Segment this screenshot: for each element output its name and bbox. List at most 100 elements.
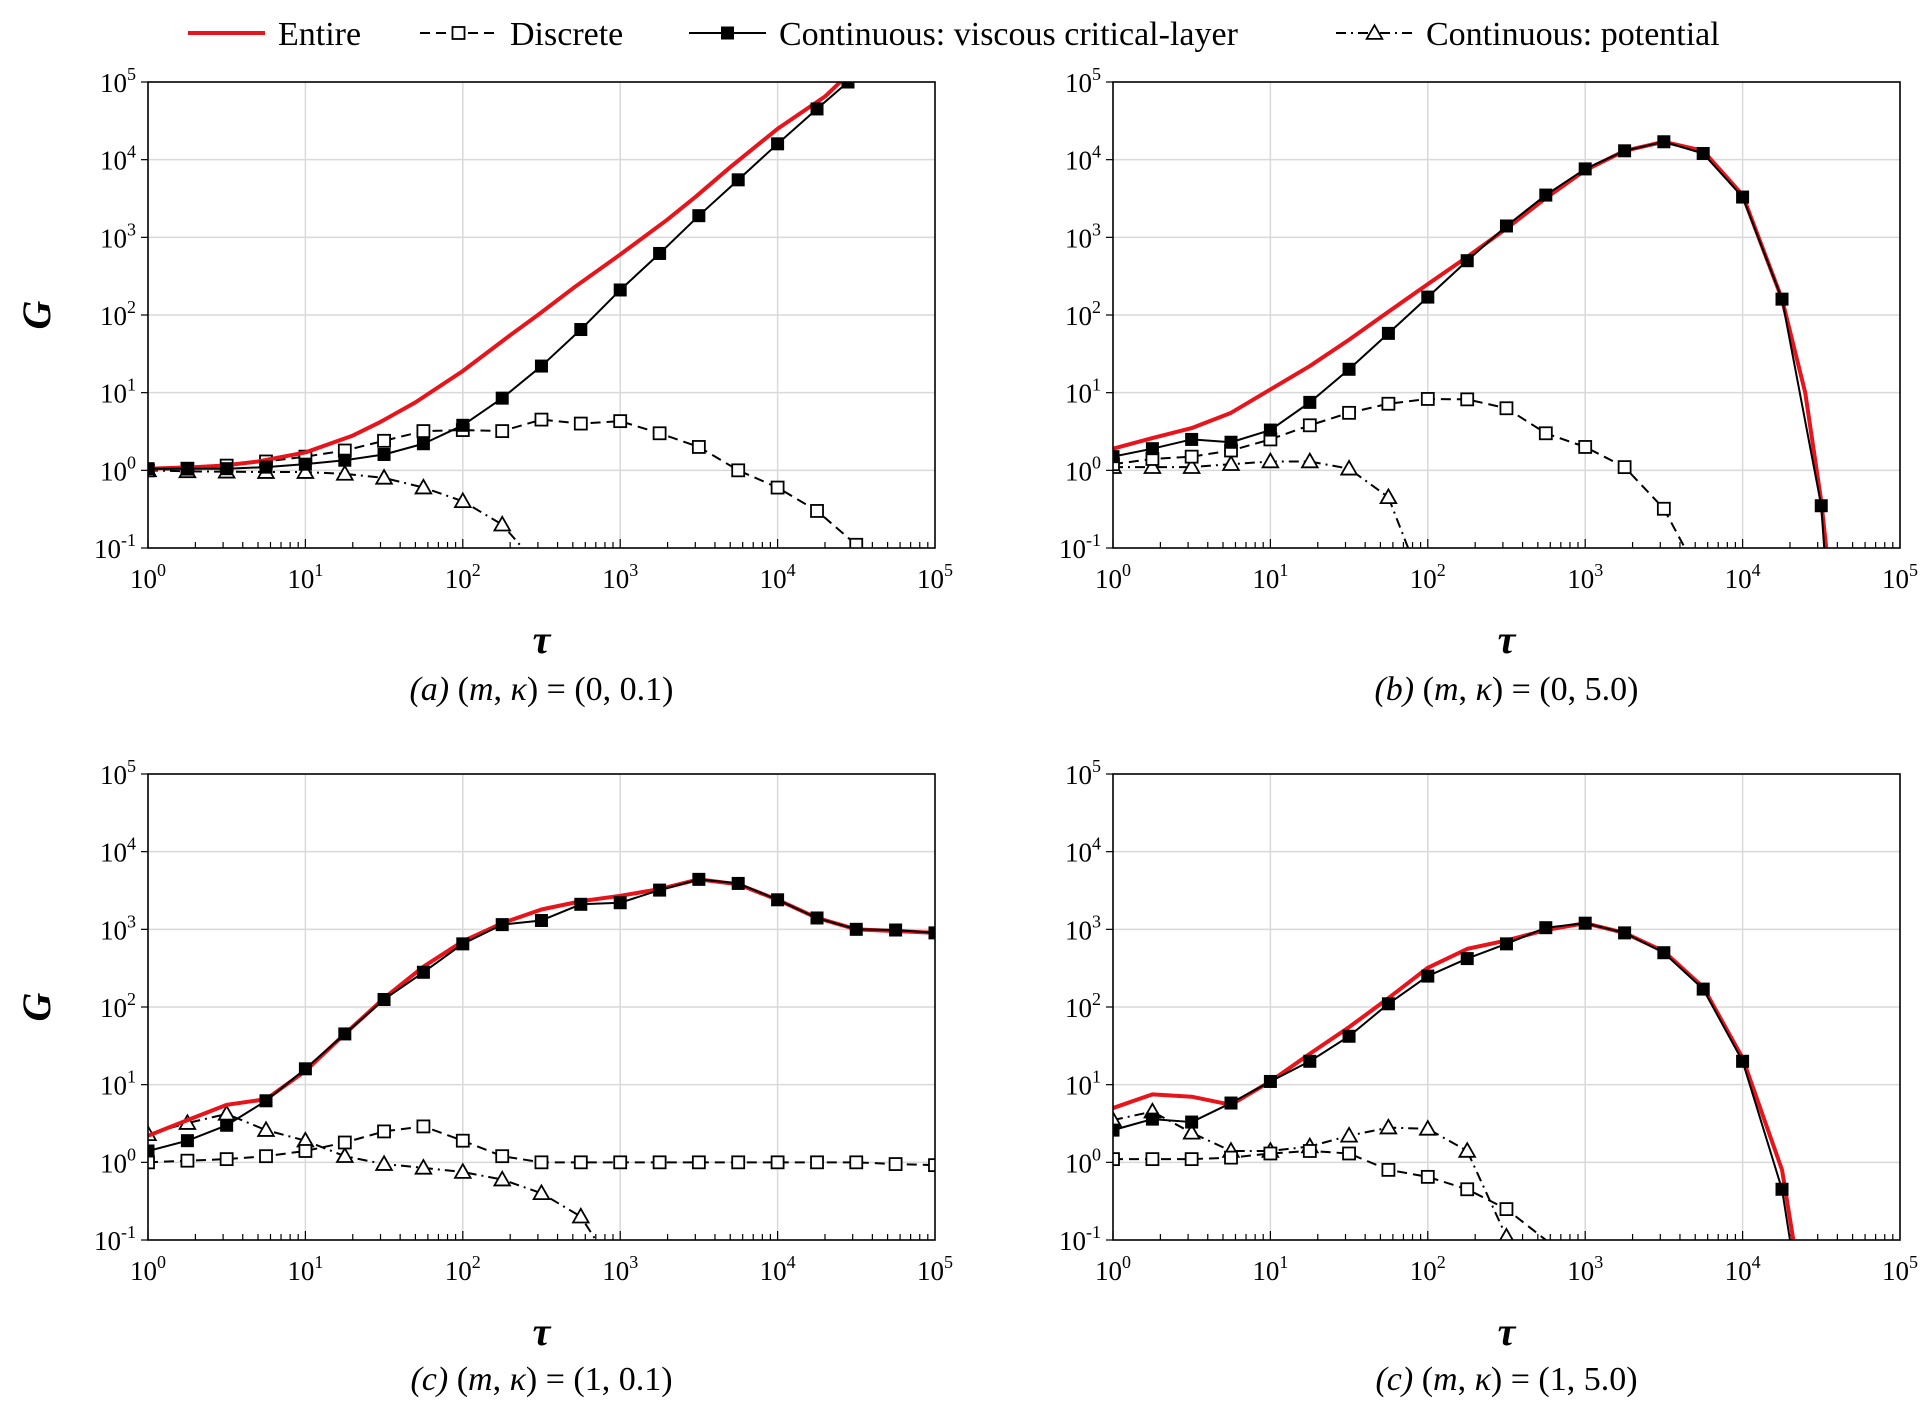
data-point-viscous [574, 897, 588, 911]
data-point-viscous [416, 437, 430, 451]
data-point-viscous [220, 1118, 234, 1132]
y-tick-label: 102 [100, 297, 136, 331]
data-point-discrete [691, 440, 706, 454]
data-point-viscous [1263, 1074, 1277, 1088]
x-axis-label: τ [533, 617, 552, 662]
data-point-viscous [1145, 442, 1159, 456]
data-point-viscous [771, 893, 785, 907]
chart-panel-c2: 100 101 102 103 104 10510-1100101102103104105… [1059, 756, 1918, 1398]
y-tick-label: 102 [100, 989, 136, 1023]
y-tick-label: 10-1 [94, 1222, 136, 1256]
data-point-discrete [219, 1152, 234, 1167]
data-point-potential [1379, 487, 1398, 505]
y-tick-label: 104 [100, 834, 136, 868]
data-point-potential [1300, 451, 1320, 469]
data-point-viscous [653, 246, 667, 260]
data-point-viscous [1381, 326, 1395, 340]
data-point-viscous [1539, 188, 1553, 202]
series-line-potential [1113, 460, 1410, 548]
y-tick-label: 10-1 [94, 530, 136, 564]
x-axis-label: τ [1498, 617, 1517, 662]
data-point-potential [1499, 1227, 1514, 1240]
panel-caption: (c) (m, κ) = (1, 0.1) [410, 1361, 672, 1398]
chart-panels: 100 101 102 103 104 10510-1100101102103104105… [14, 64, 1918, 1398]
series-viscous [148, 872, 935, 1158]
data-point-viscous [1578, 162, 1592, 176]
data-point-viscous [1185, 1115, 1199, 1129]
y-tick-label: 105 [100, 64, 136, 98]
panel-caption: (c) (m, κ) = (1, 5.0) [1375, 1361, 1637, 1398]
data-point-discrete [770, 480, 785, 495]
data-point-viscous [534, 359, 548, 373]
data-point-discrete [573, 416, 588, 431]
data-point-viscous [692, 209, 706, 223]
data-point-discrete [731, 463, 746, 478]
data-point-discrete [1184, 1152, 1199, 1167]
data-point-viscous [534, 913, 548, 927]
data-point-viscous [1696, 982, 1710, 996]
series-discrete [1113, 1144, 1547, 1240]
series-line-discrete [1113, 397, 1686, 548]
data-point-discrete [1184, 449, 1199, 464]
data-point-viscous [1342, 1029, 1356, 1043]
data-point-viscous [1775, 1182, 1789, 1196]
y-tick-label: 100 [100, 452, 136, 486]
data-point-discrete [652, 1155, 667, 1170]
y-tick-label: 104 [1065, 142, 1101, 176]
data-point-viscous [338, 453, 352, 467]
data-point-discrete [691, 1155, 706, 1170]
y-tick-label: 103 [1065, 911, 1101, 945]
data-point-discrete [495, 424, 510, 439]
x-axis-label: τ [1498, 1309, 1517, 1354]
data-point-viscous [259, 1094, 273, 1108]
plot-frame [1112, 773, 1901, 1241]
data-point-discrete [337, 1135, 352, 1150]
x-tick-label: 100 [130, 1252, 166, 1286]
series-potential [148, 1104, 597, 1240]
data-point-discrete [613, 1155, 628, 1170]
data-point-viscous [1657, 135, 1671, 149]
data-point-discrete [180, 1153, 195, 1168]
data-point-discrete [810, 504, 824, 518]
data-point-viscous [1578, 916, 1592, 930]
x-tick-label: 103 [602, 560, 638, 594]
data-point-discrete [416, 1119, 431, 1134]
series-viscous [1113, 916, 1791, 1240]
data-point-viscous [613, 283, 627, 297]
legend-item-discrete: Discrete [420, 16, 623, 53]
data-point-viscous [456, 418, 470, 432]
data-point-potential [1457, 1141, 1477, 1158]
data-point-discrete [810, 1155, 824, 1170]
data-point-viscous [692, 872, 706, 886]
data-point-viscous [377, 447, 391, 461]
legend-item-entire: Entire [188, 16, 361, 53]
data-point-discrete [613, 414, 628, 429]
x-tick-label: 100 [1095, 560, 1131, 594]
series-line-viscous [1113, 922, 1791, 1240]
data-point-potential [1379, 1117, 1398, 1135]
data-point-discrete [1420, 1169, 1435, 1184]
data-point-viscous [148, 462, 155, 476]
data-point-discrete [849, 1155, 864, 1170]
x-tick-label: 100 [1095, 1252, 1131, 1286]
y-tick-label: 101 [1065, 1067, 1101, 1101]
data-point-discrete [928, 1158, 935, 1173]
data-point-discrete [495, 1149, 510, 1164]
data-point-viscous [180, 462, 194, 476]
data-point-viscous [771, 137, 785, 151]
data-point-discrete [148, 1155, 155, 1170]
data-point-discrete [849, 537, 864, 548]
legend-label-viscous: Continuous: viscous critical-layer [779, 16, 1239, 53]
data-point-viscous [1421, 969, 1435, 983]
series-line-entire [1113, 921, 1796, 1240]
data-point-viscous [1303, 395, 1317, 409]
series-line-discrete [1113, 1149, 1547, 1240]
x-tick-label: 101 [287, 1252, 323, 1286]
data-point-discrete [1342, 1146, 1356, 1161]
data-point-viscous [1814, 499, 1828, 513]
data-point-discrete [888, 1157, 903, 1171]
data-point-discrete [1460, 1182, 1475, 1197]
data-point-viscous [653, 883, 667, 897]
series-entire [148, 82, 842, 471]
data-point-viscous [731, 876, 745, 890]
